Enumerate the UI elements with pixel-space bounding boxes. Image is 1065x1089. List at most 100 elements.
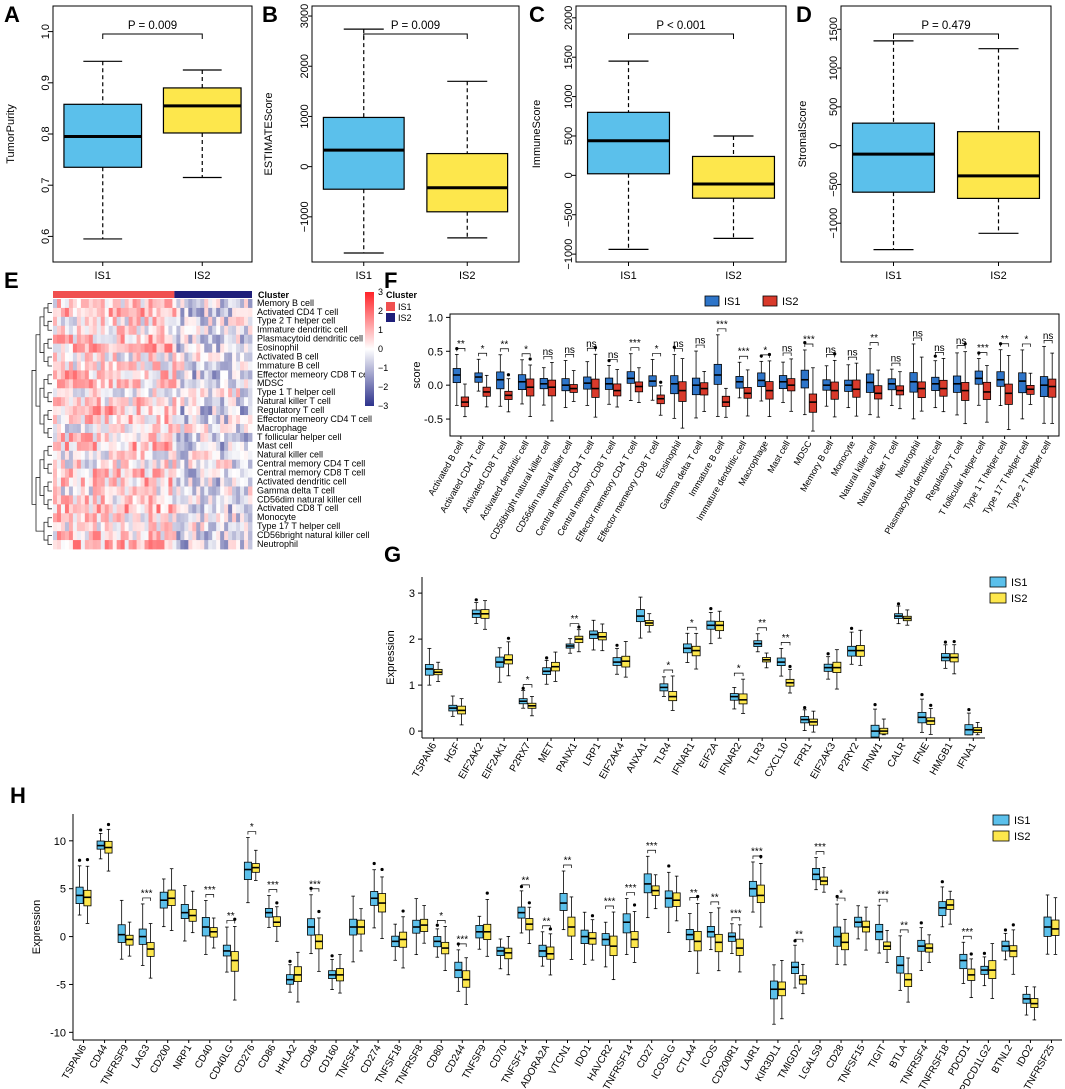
heatmap-cell xyxy=(100,504,106,514)
heatmap-cell xyxy=(248,468,253,478)
heatmap-cell xyxy=(236,486,241,496)
heatmap-cell xyxy=(132,361,137,371)
heatmap-cell xyxy=(172,424,177,434)
heatmap-cell xyxy=(124,325,130,336)
heatmap-cell xyxy=(56,486,62,496)
box-is2-outlier xyxy=(506,373,511,377)
heatmap-cell xyxy=(208,441,213,452)
heatmap-cell xyxy=(220,540,225,550)
significance-label: * xyxy=(439,911,443,922)
legend-label-is1: IS1 xyxy=(1011,577,1028,589)
heatmap-row xyxy=(53,361,253,371)
heatmap-cell xyxy=(53,334,58,345)
heatmap-cell xyxy=(180,522,185,532)
heatmap-cell xyxy=(120,540,126,550)
heatmap-cell xyxy=(112,468,118,478)
heatmap-cell xyxy=(240,441,245,452)
y-tick-label: 1.0 xyxy=(428,312,443,324)
heatmap-cell xyxy=(212,379,217,389)
heatmap-cell xyxy=(168,343,173,353)
heatmap-cell xyxy=(192,531,197,541)
heatmap-cell xyxy=(236,415,241,425)
heatmap-cell xyxy=(216,361,221,371)
heatmap-cell xyxy=(96,406,102,416)
significance-bracket xyxy=(757,627,767,631)
heatmap-cell xyxy=(76,343,82,353)
heatmap-cell xyxy=(80,388,86,398)
heatmap-cell xyxy=(53,352,58,362)
heatmap-cell xyxy=(204,486,209,496)
heatmap-cell xyxy=(152,486,157,496)
heatmap-cell xyxy=(244,415,249,425)
heatmap-cell xyxy=(164,522,169,532)
heatmap-cell xyxy=(104,352,110,362)
heatmap-cell xyxy=(140,307,145,318)
heatmap-cell xyxy=(108,432,114,443)
y-tick-label: 0.9 xyxy=(40,75,52,90)
heatmap-cell xyxy=(76,424,82,434)
heatmap-cell xyxy=(104,388,110,398)
box-is2-box xyxy=(1051,919,1060,936)
significance-label: ** xyxy=(227,911,235,922)
heatmap-cell xyxy=(76,361,82,371)
heatmap-cell xyxy=(148,397,153,407)
heatmap-cell xyxy=(116,432,122,443)
color-scale-label: 0 xyxy=(378,344,383,354)
heatmap-cell xyxy=(132,424,137,434)
significance-label: ns xyxy=(695,336,706,347)
legend-label-is2: IS2 xyxy=(1014,831,1031,843)
heatmap-cell xyxy=(152,361,157,371)
panel-letter-a: A xyxy=(4,2,20,27)
heatmap-cell xyxy=(192,406,197,416)
y-tick-label: 2000 xyxy=(299,54,311,78)
heatmap-cell xyxy=(208,379,213,389)
heatmap-cell xyxy=(128,388,133,398)
heatmap-cell xyxy=(80,316,86,327)
heatmap-cell xyxy=(244,441,249,452)
heatmap-cell xyxy=(236,540,241,550)
box-is1-box xyxy=(1018,372,1027,394)
heatmap-cell xyxy=(96,352,102,362)
heatmap-cell xyxy=(180,325,185,336)
y-tick-label: 3 xyxy=(409,588,415,600)
heatmap-cell xyxy=(152,299,157,309)
heatmap-cell xyxy=(204,504,209,514)
heatmap-cell xyxy=(104,450,110,461)
heatmap-cell xyxy=(104,379,110,389)
heatmap-cell xyxy=(80,397,86,407)
dendrogram-branch xyxy=(47,481,52,492)
heatmap-cell xyxy=(140,379,145,389)
significance-label: ns xyxy=(782,343,793,354)
heatmap-cell xyxy=(212,316,217,327)
heatmap-cell xyxy=(132,486,137,496)
heatmap-cell xyxy=(64,504,70,514)
heatmap-cell xyxy=(72,468,78,478)
heatmap-cell xyxy=(88,459,94,470)
heatmap-row xyxy=(53,424,253,434)
heatmap-cell xyxy=(56,450,62,461)
heatmap-cell xyxy=(68,468,74,478)
heatmap-cell xyxy=(124,334,130,345)
heatmap-row-label: Gamma delta T cell xyxy=(257,485,335,495)
heatmap-cell xyxy=(240,450,245,461)
heatmap-cell xyxy=(136,540,141,550)
heatmap-cell xyxy=(80,531,86,541)
y-axis-label: Expression xyxy=(31,900,43,954)
significance-label: ** xyxy=(782,633,790,644)
heatmap-cell xyxy=(112,459,118,470)
x-tick-label: CD276 xyxy=(232,1043,257,1076)
heatmap-row-label: Mast cell xyxy=(257,441,293,451)
box-is1-outlier xyxy=(77,858,82,862)
heatmap-cell xyxy=(84,468,90,478)
heatmap-cell xyxy=(248,477,253,487)
heatmap-cell xyxy=(96,361,102,371)
heatmap-cell xyxy=(156,540,161,550)
heatmap-cell xyxy=(248,406,253,416)
heatmap-cell xyxy=(224,299,229,309)
heatmap-cell xyxy=(208,424,213,434)
box-is1-box xyxy=(959,953,968,970)
heatmap-cell xyxy=(236,370,241,380)
heatmap-cell xyxy=(244,361,249,371)
heatmap-cell xyxy=(140,513,145,523)
heatmap-cell xyxy=(100,522,106,532)
